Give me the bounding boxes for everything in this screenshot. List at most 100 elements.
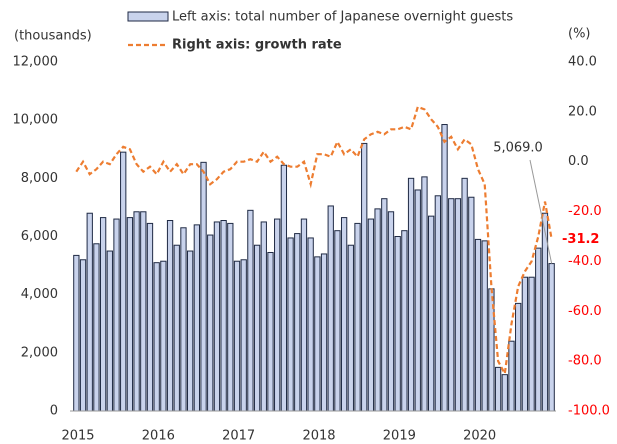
bar [200,161,207,412]
y2-tick-label: -60.0 [568,304,602,319]
y-tick-label: 10,000 [13,113,59,128]
bar [354,222,361,412]
bar [314,256,321,412]
x-tick-label: 2018 [302,429,335,444]
bar [166,220,174,412]
bar [113,218,120,412]
bar [434,195,441,412]
y-tick-label: 0 [50,404,58,419]
bar [160,260,167,412]
x-tick-label: 2015 [61,429,94,444]
bar [274,218,281,412]
bar [381,198,388,412]
bar [140,211,147,412]
bar [401,230,408,412]
x-tick-label: 2016 [142,429,175,444]
y2-tick-label: -80.0 [568,354,602,369]
y-tick-label: 12,000 [13,55,59,70]
data-label: -31.2 [562,232,599,247]
y2-tick-label: 20.0 [568,104,597,119]
bar [508,340,515,412]
bar [528,276,535,412]
y-tick-label: 6,000 [21,229,58,244]
bar [86,212,93,412]
bar [461,177,468,412]
bar [267,251,274,412]
bar [515,302,522,412]
bar [421,176,428,412]
bar [193,224,200,412]
bar [120,151,127,412]
bar [233,260,241,412]
bar [99,217,107,412]
bar [468,196,475,412]
bar [374,208,381,412]
bar [146,222,154,412]
bar [307,237,314,412]
bar [548,263,555,412]
bar [300,218,308,412]
bar [187,250,194,412]
y2-tick-label: -40.0 [568,254,602,269]
bar [247,209,254,412]
bar [334,230,341,412]
y-tick-label: 8,000 [21,171,58,186]
bar [106,250,113,412]
bar [207,234,214,412]
bar [213,221,221,412]
legend-label: Left axis: total number of Japanese over… [172,10,513,25]
y2-axis-label: (%) [568,27,591,42]
bar [153,262,160,412]
bar [474,238,482,412]
y2-tick-label: 40.0 [568,55,597,70]
bar [220,220,227,412]
bar [280,164,288,412]
x-tick-label: 2017 [222,429,255,444]
y-tick-label: 2,000 [21,345,58,360]
bar [347,244,354,412]
annotation-leader [529,159,553,264]
bar [240,259,247,412]
bar [287,237,294,412]
legend-label: Right axis: growth rate [172,38,342,53]
bar [133,211,140,412]
bar [227,222,234,412]
bar [367,218,375,412]
bar [428,215,435,412]
bar [73,254,80,412]
bar [294,233,301,412]
bar [448,198,455,412]
bar [414,189,421,412]
bar [394,236,401,412]
growth-line [75,105,553,378]
bar [541,212,549,412]
bar [79,259,87,412]
y-axis-label: (thousands) [14,29,92,44]
bar [180,227,187,412]
bar [327,205,334,412]
y2-tick-label: -100.0 [568,404,610,419]
x-tick-label: 2019 [383,429,416,444]
legend-swatch-bar [127,11,169,22]
bar [441,124,448,412]
bar [173,244,180,412]
bar [407,177,415,412]
bar [521,276,529,412]
bar [494,366,502,412]
bar [387,211,395,412]
bar [501,374,508,412]
bar [320,253,328,412]
x-tick-label: 2020 [463,429,496,444]
y-tick-label: 4,000 [21,287,58,302]
bar [361,142,368,412]
bar [260,221,267,412]
y2-tick-label: -20.0 [568,204,602,219]
bar [93,243,100,412]
bar [454,198,462,412]
bar [126,217,134,412]
bar [340,217,348,412]
y2-tick-label: 0.0 [568,154,589,169]
bar [535,247,542,412]
bar [481,240,488,412]
